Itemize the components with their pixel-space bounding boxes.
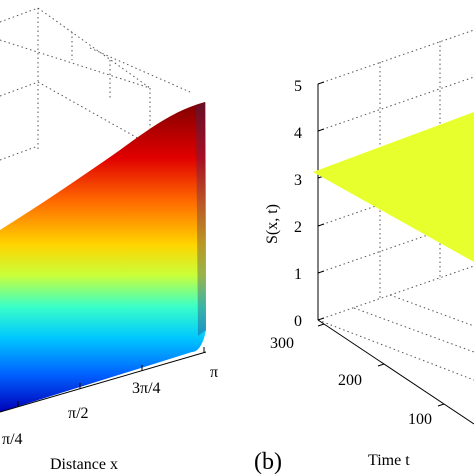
panel-b-t-tick-100: 100 (408, 411, 432, 428)
panel-a-x-ticks (17, 347, 205, 407)
panel-b-y-label: S(x, t) (264, 204, 281, 244)
panel-b-z-tick-1: 1 (294, 266, 302, 283)
panel-b-t-tick-300: 300 (270, 335, 294, 352)
panel-b-z-tick-2: 2 (294, 219, 302, 236)
panel-b-z-tick-0: 0 (294, 313, 302, 330)
panel-b-label: (b) (254, 449, 282, 474)
panel-a-tick-3pi-4: 3π/4 (132, 380, 161, 397)
panel-a-x-label: Distance x (50, 456, 118, 473)
panel-b-surface (313, 112, 474, 262)
panel-b-t-axis (317, 319, 474, 425)
panel-b-t-label: Time t (368, 452, 410, 469)
panel-a: π/4 π/2 3π/4 π Distance x (0, 7, 218, 473)
panel-a-surface-edge (196, 102, 206, 336)
panel-b-z-ticks (317, 81, 325, 321)
panel-a-x-axis (0, 351, 207, 413)
panel-a-grid (0, 7, 191, 161)
panel-a-surface (0, 102, 206, 412)
panel-b-t-tick-200: 200 (338, 372, 362, 389)
panel-a-tick-pi-4: π/4 (2, 431, 23, 448)
panel-b-t-ticks (317, 323, 445, 407)
panel-b: 5 4 3 2 1 0 S(x, t) 300 200 100 Time t (264, 29, 474, 469)
panel-a-tick-pi: π (210, 364, 218, 381)
panel-b-z-tick-5: 5 (294, 78, 302, 95)
panel-a-tick-pi-2: π/2 (68, 405, 89, 422)
panel-b-z-tick-3: 3 (294, 172, 302, 189)
panel-b-z-tick-4: 4 (294, 125, 302, 142)
